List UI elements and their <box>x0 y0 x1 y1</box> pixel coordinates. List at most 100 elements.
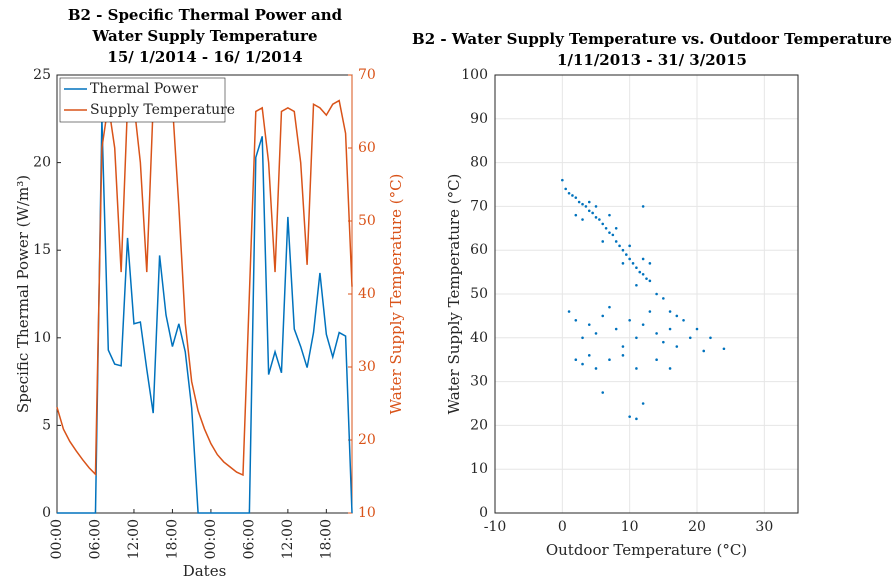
point <box>628 415 631 418</box>
y2-tick-label: 20 <box>358 432 376 448</box>
point <box>594 367 598 370</box>
series-line <box>57 118 353 514</box>
point <box>567 191 571 195</box>
series-line <box>56 99 353 477</box>
point <box>709 336 712 340</box>
point <box>601 314 605 318</box>
point <box>635 266 638 270</box>
x-tick-label: 06:00 <box>87 519 103 559</box>
point <box>581 202 584 206</box>
point <box>574 196 578 199</box>
y2-tick-label: 40 <box>358 286 376 302</box>
x-axis-label: Dates <box>183 562 227 580</box>
point <box>688 336 692 340</box>
point <box>587 200 591 204</box>
point <box>695 327 699 331</box>
point <box>655 358 658 362</box>
point <box>608 213 611 217</box>
x-tick-label: 00:00 <box>203 519 219 559</box>
y-tick-label: 60 <box>470 242 488 258</box>
y2-tick-label: 70 <box>358 67 376 83</box>
point <box>581 218 584 221</box>
y-tick-label: 100 <box>461 67 488 83</box>
chart-title: Water Supply Temperature <box>92 27 318 45</box>
point <box>641 402 645 405</box>
y-tick-label: 5 <box>42 417 51 433</box>
point <box>668 367 672 370</box>
point <box>625 253 628 256</box>
point <box>614 240 618 243</box>
point <box>574 318 578 322</box>
point <box>662 340 665 344</box>
point <box>594 205 598 208</box>
point <box>621 345 625 348</box>
point <box>668 310 672 313</box>
x-axis-label: Outdoor Temperature (°C) <box>546 541 747 559</box>
point <box>564 187 567 191</box>
y-axis-label: Water Supply Temperature (°C) <box>445 174 463 415</box>
x-tick-label: 12:00 <box>126 519 142 559</box>
point <box>574 213 578 217</box>
point <box>675 314 679 318</box>
y-tick-label: 90 <box>470 111 488 127</box>
point <box>648 262 652 265</box>
y-tick-label: 10 <box>470 461 488 477</box>
point <box>614 227 618 230</box>
x-tick-label: 00:00 <box>49 519 65 559</box>
point <box>655 292 658 296</box>
y2-axis-label: Water Supply Temperature (°C) <box>387 174 405 415</box>
point <box>594 216 598 219</box>
point <box>571 194 574 197</box>
y-tick-label: 0 <box>42 505 51 521</box>
chart-title: B2 - Water Supply Temperature vs. Outdoo… <box>412 30 892 48</box>
point <box>618 244 621 248</box>
x-tick-label: 20 <box>688 519 706 535</box>
x-tick-label: 30 <box>755 519 773 535</box>
point <box>675 345 679 348</box>
point <box>604 227 608 230</box>
point <box>584 205 588 208</box>
point <box>635 283 638 287</box>
point <box>641 323 645 326</box>
point <box>587 354 591 357</box>
point <box>567 310 571 313</box>
point <box>611 233 615 237</box>
y-axis-label: Specific Thermal Power (W/m³) <box>14 175 32 413</box>
point <box>608 305 611 309</box>
point <box>601 391 605 394</box>
y2-tick-label: 10 <box>358 505 376 521</box>
point <box>594 332 598 335</box>
point <box>581 362 584 366</box>
point <box>621 248 625 252</box>
x-tick-label: 0 <box>558 519 567 535</box>
y2-tick-label: 60 <box>358 140 376 156</box>
point <box>621 262 625 265</box>
point <box>635 336 638 340</box>
point <box>601 222 605 226</box>
point <box>635 367 638 370</box>
point <box>722 347 726 351</box>
point <box>682 318 685 322</box>
point <box>598 218 601 221</box>
chart-title: 15/ 1/2014 - 16/ 1/2014 <box>107 48 302 66</box>
point <box>581 336 584 340</box>
legend-label: Thermal Power <box>90 81 198 97</box>
y-tick-label: 25 <box>33 67 51 83</box>
point <box>608 358 611 362</box>
y-tick-label: 50 <box>470 286 488 302</box>
point <box>631 262 635 265</box>
point <box>641 272 645 276</box>
x-tick-label: -10 <box>484 519 507 535</box>
point <box>614 327 618 331</box>
point <box>608 231 611 234</box>
legend-label: Supply Temperature <box>90 102 235 118</box>
x-tick-label: 10 <box>621 519 639 535</box>
y-tick-label: 40 <box>470 330 488 346</box>
y-tick-label: 80 <box>470 155 488 171</box>
point <box>648 310 652 313</box>
point <box>628 244 631 248</box>
y-tick-label: 0 <box>479 505 488 521</box>
point <box>648 279 652 283</box>
chart-title: B2 - Specific Thermal Power and <box>68 6 343 24</box>
